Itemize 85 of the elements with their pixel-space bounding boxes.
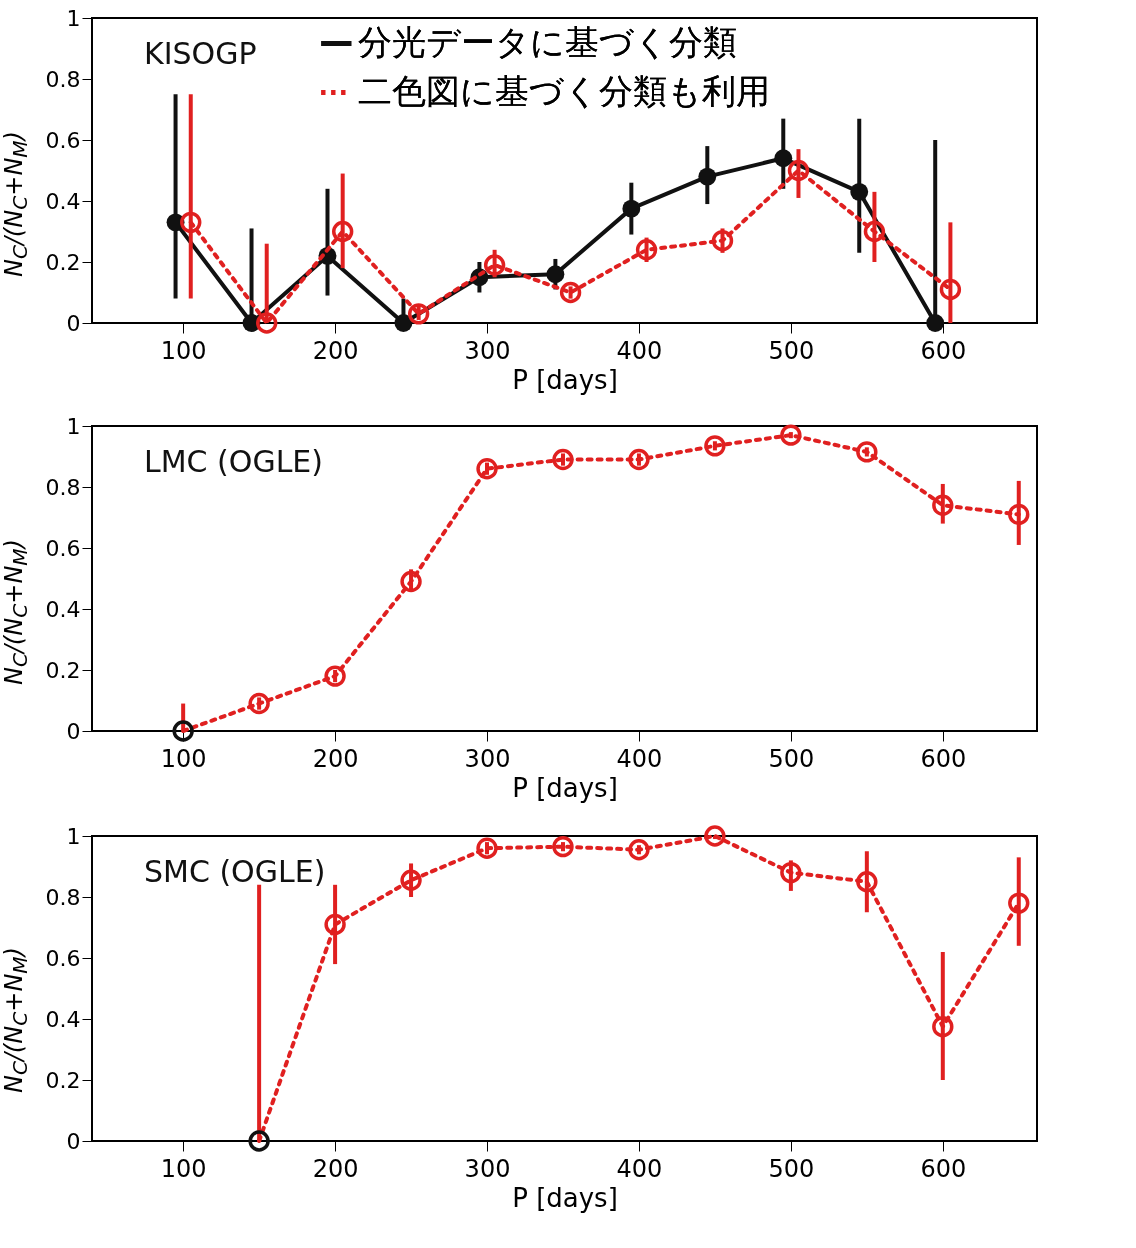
x-axis-title: P [days]: [512, 1182, 618, 1213]
y-tick-label: 1: [66, 5, 81, 30]
y-tick-label: 0.8: [45, 884, 81, 910]
point: [483, 253, 506, 276]
point: [628, 839, 650, 861]
x-tick-label: 500: [768, 336, 815, 364]
x-tick-label: 600: [920, 336, 967, 364]
x-tick-label: 100: [160, 336, 207, 364]
point: [635, 238, 658, 260]
legend-label: 分光データに基づく分類: [357, 21, 737, 61]
point: [476, 837, 498, 859]
y-tick-label: 0: [66, 1128, 81, 1154]
point: [780, 861, 802, 884]
point: [559, 281, 582, 303]
x-tick-label: 600: [920, 744, 967, 772]
x-tick-label: 200: [312, 336, 359, 364]
point: [394, 313, 413, 332]
legend-label: 二色図に基づく分類も利用: [357, 70, 770, 110]
y-tick-label: 0.8: [45, 474, 81, 499]
point: [324, 664, 346, 687]
text: KISOGP: [144, 35, 257, 71]
point: [704, 825, 726, 847]
point: [698, 167, 717, 186]
y-tick-label: 0.8: [45, 66, 81, 91]
x-tick-label: 300: [464, 1154, 511, 1183]
point: [711, 229, 734, 251]
point: [400, 869, 422, 891]
point: [324, 913, 346, 936]
point: [172, 719, 194, 742]
y-tick-label: 0: [66, 310, 81, 335]
x-tick-label: 400: [616, 336, 663, 364]
point: [704, 434, 726, 456]
x-tick-label: 300: [464, 744, 511, 772]
point: [476, 457, 498, 479]
y-tick-label: 0.2: [45, 657, 81, 682]
point: [248, 692, 270, 714]
y-tick-label: 0.6: [45, 535, 81, 560]
point: [856, 440, 878, 463]
x-tick-label: 100: [160, 1154, 207, 1183]
point: [552, 448, 574, 470]
y-tick-label: 0.4: [45, 596, 81, 621]
y-tick-label: 0.6: [45, 945, 81, 971]
x-tick-label: 300: [464, 336, 511, 364]
point: [256, 311, 278, 334]
point: [863, 220, 886, 242]
y-tick-label: 1: [66, 823, 81, 849]
point: [850, 182, 869, 201]
y-tick-label: 0.6: [45, 127, 81, 152]
x-tick-label: 200: [312, 1154, 359, 1183]
x-tick-label: 200: [312, 744, 359, 772]
point: [932, 494, 954, 516]
point: [180, 211, 202, 233]
point: [552, 836, 574, 858]
point: [780, 423, 802, 446]
point: [248, 1130, 270, 1152]
y-tick-label: 0: [66, 718, 81, 743]
x-tick-label: 600: [920, 1154, 967, 1183]
point: [787, 159, 810, 181]
point: [622, 199, 641, 218]
x-axis-title: P [days]: [512, 364, 618, 394]
y-tick-label: 0.4: [45, 1006, 81, 1032]
x-tick-label: 500: [768, 744, 815, 772]
point: [1008, 892, 1030, 914]
x-axis-title: P [days]: [512, 772, 618, 802]
x-tick-label: 100: [160, 744, 207, 772]
x-tick-label: 400: [616, 744, 663, 772]
y-tick-label: 0.2: [45, 1067, 81, 1093]
y-tick-label: 0.4: [45, 188, 81, 213]
point: [774, 148, 793, 167]
x-tick-label: 400: [616, 1154, 663, 1183]
point: [856, 871, 878, 893]
point: [546, 264, 565, 283]
point: [400, 570, 422, 592]
point: [926, 313, 945, 332]
point: [407, 302, 430, 325]
y-tick-label: 0.2: [45, 249, 81, 274]
point: [932, 1015, 954, 1038]
point: [628, 448, 650, 470]
x-tick-label: 500: [768, 1154, 815, 1183]
point: [1008, 503, 1030, 525]
point: [331, 220, 354, 242]
text: LMC (OGLE): [144, 443, 324, 479]
text: SMC (OGLE): [144, 854, 326, 889]
point: [939, 278, 962, 300]
y-tick-label: 1: [66, 413, 81, 438]
